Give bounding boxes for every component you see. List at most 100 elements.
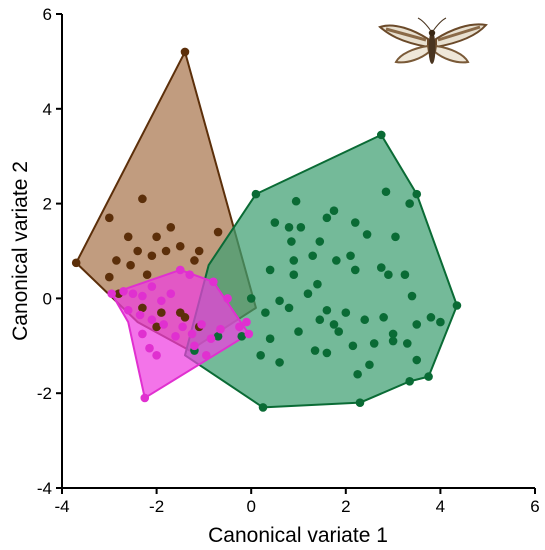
data-point-series-3 <box>209 277 218 287</box>
data-point-series-1 <box>123 232 133 242</box>
data-point-series-2 <box>400 270 410 280</box>
points-layer <box>71 47 462 412</box>
data-point-series-3 <box>138 329 147 339</box>
data-point-series-2 <box>284 223 294 232</box>
data-point-series-1 <box>126 260 135 270</box>
x-axis-title: Canonical variate 1 <box>208 524 388 547</box>
data-point-series-2 <box>289 270 299 280</box>
hull-layer <box>75 50 458 409</box>
data-point-series-3 <box>166 289 176 298</box>
data-point-series-2 <box>294 327 303 336</box>
data-point-series-3 <box>157 296 166 306</box>
data-point-series-2 <box>329 320 339 329</box>
moth-right-hindwing <box>433 44 470 64</box>
data-point-series-2 <box>237 332 247 341</box>
y-tick-label: 0 <box>43 289 52 308</box>
hull-polygon-2 <box>183 133 458 409</box>
data-point-series-3 <box>147 282 157 291</box>
data-point-series-1 <box>175 308 185 317</box>
data-point-series-2 <box>308 251 317 261</box>
y-tick-label: -4 <box>37 479 52 498</box>
data-point-series-2 <box>303 289 313 298</box>
data-point-series-2 <box>258 403 268 412</box>
data-point-series-2 <box>412 320 422 329</box>
y-tick-label: 6 <box>43 5 52 24</box>
data-point-series-3 <box>216 324 225 334</box>
data-point-series-2 <box>407 291 417 301</box>
data-point-series-1 <box>194 246 204 256</box>
data-point-series-2 <box>334 327 344 336</box>
y-tick-label: 2 <box>43 195 52 214</box>
data-point-series-3 <box>140 393 150 403</box>
data-point-series-3 <box>178 322 187 332</box>
data-point-series-2 <box>353 369 362 379</box>
data-point-series-3 <box>138 291 147 301</box>
data-point-series-2 <box>310 346 320 355</box>
data-point-series-1 <box>213 227 223 237</box>
data-point-series-3 <box>185 270 195 280</box>
data-point-series-2 <box>315 237 325 246</box>
y-tick-label: 4 <box>43 100 52 119</box>
data-point-series-2 <box>291 196 301 206</box>
data-point-series-2 <box>388 329 398 339</box>
y-tick-label: -2 <box>37 384 52 403</box>
data-point-series-3 <box>119 286 128 296</box>
data-point-series-2 <box>388 336 398 346</box>
moth-left-hindwing <box>394 44 431 64</box>
data-point-series-2 <box>315 315 325 325</box>
data-point-series-3 <box>206 334 216 343</box>
data-point-series-3 <box>197 320 206 329</box>
x-tick-label: -2 <box>149 497 164 516</box>
data-point-series-2 <box>405 199 414 208</box>
x-tick-label: -4 <box>54 497 69 516</box>
data-point-series-2 <box>329 206 339 216</box>
data-point-series-2 <box>412 355 422 365</box>
data-point-series-2 <box>424 372 433 381</box>
data-point-series-2 <box>412 189 422 199</box>
data-point-series-2 <box>376 263 386 272</box>
data-point-series-3 <box>123 305 133 315</box>
data-point-series-1 <box>152 232 161 242</box>
data-point-series-2 <box>275 296 284 306</box>
data-point-series-2 <box>322 305 332 315</box>
data-point-series-1 <box>105 272 114 282</box>
data-point-series-2 <box>350 218 360 227</box>
data-point-series-1 <box>71 258 81 268</box>
data-point-series-2 <box>369 339 379 348</box>
data-point-series-2 <box>332 256 341 265</box>
data-point-series-3 <box>235 322 244 332</box>
data-point-series-2 <box>275 358 284 367</box>
data-point-series-2 <box>322 348 332 358</box>
data-point-series-2 <box>289 256 299 265</box>
data-point-series-3 <box>107 289 116 298</box>
data-point-series-2 <box>213 332 223 341</box>
data-point-series-2 <box>322 213 332 223</box>
data-point-series-1 <box>138 194 147 204</box>
tick-layer: -4 -2 0 2 4 6 -4 -2 0 2 4 6 <box>37 5 540 516</box>
data-point-series-2 <box>296 223 306 232</box>
data-point-series-2 <box>346 251 355 261</box>
data-point-series-1 <box>161 246 171 256</box>
y-axis-title: Canonical variate 2 <box>9 161 32 341</box>
data-point-series-2 <box>284 303 294 313</box>
data-point-series-1 <box>142 270 152 280</box>
data-point-series-3 <box>201 350 211 360</box>
data-point-series-2 <box>426 313 436 322</box>
data-point-series-1 <box>157 308 166 317</box>
data-point-series-2 <box>341 308 351 317</box>
data-point-series-2 <box>350 265 360 275</box>
x-tick-label: 2 <box>341 497 350 516</box>
data-point-series-2 <box>362 230 372 239</box>
data-point-series-3 <box>244 329 254 339</box>
data-point-series-1 <box>147 251 157 261</box>
x-tick-label: 0 <box>246 497 255 516</box>
data-point-series-2 <box>381 187 391 197</box>
data-point-series-1 <box>133 246 142 256</box>
data-point-series-2 <box>436 317 445 327</box>
data-point-series-2 <box>355 398 365 407</box>
data-point-series-3 <box>135 310 145 320</box>
data-point-series-3 <box>175 265 185 275</box>
data-point-series-1 <box>105 213 114 223</box>
data-point-series-2 <box>270 218 280 227</box>
